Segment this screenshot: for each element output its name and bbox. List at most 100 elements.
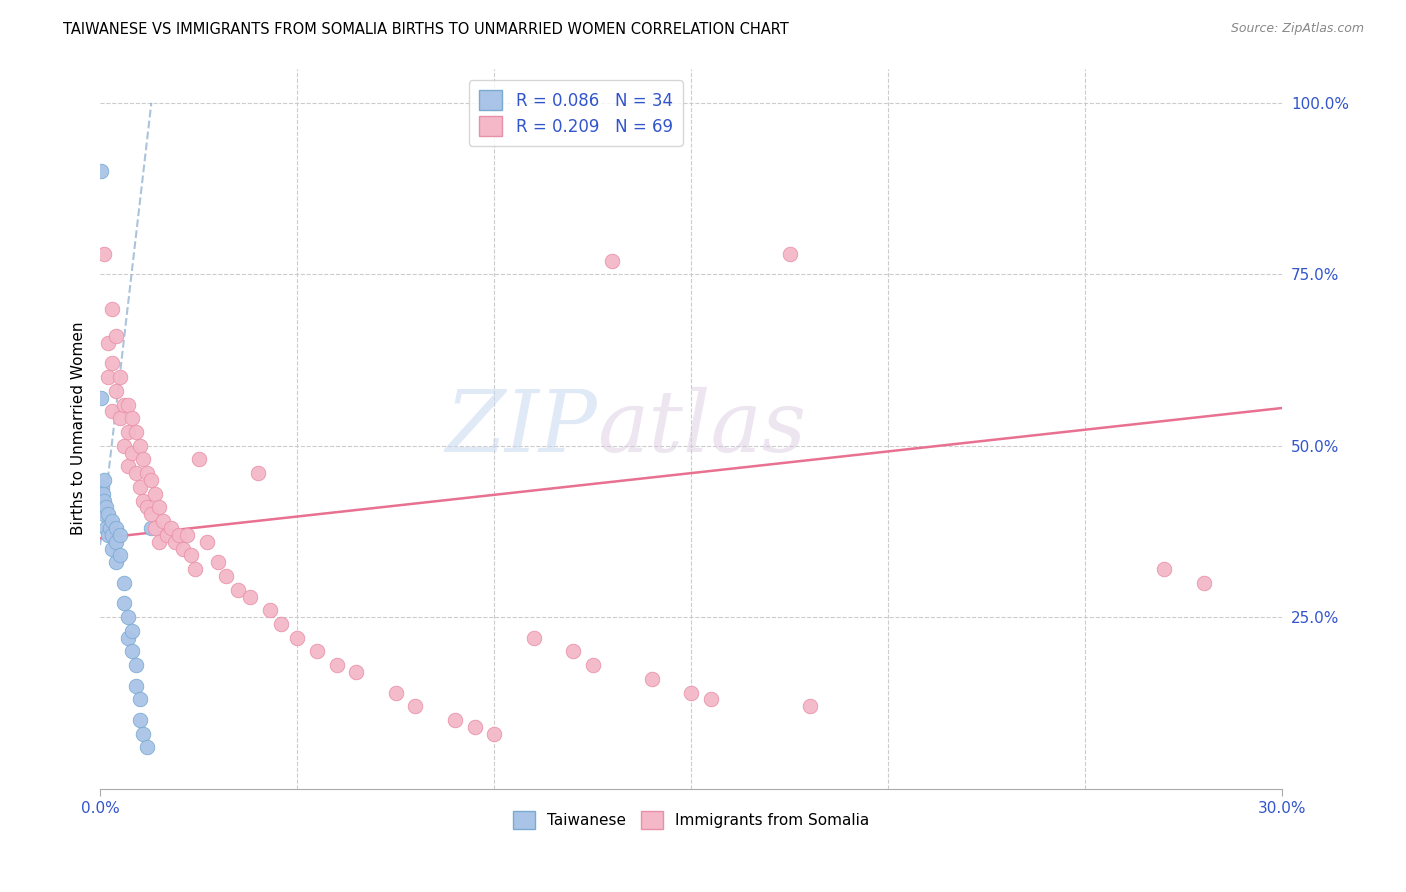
Point [94, 500, 117, 515]
Point [128, 692, 150, 706]
Point [700, 692, 723, 706]
Point [93, 246, 115, 260]
Point [98, 521, 121, 535]
Point [97, 507, 120, 521]
Point [180, 549, 202, 563]
Point [143, 521, 166, 535]
Point [97, 528, 120, 542]
Point [104, 384, 127, 398]
Point [172, 541, 194, 556]
Point [226, 582, 249, 597]
Text: ZIP: ZIP [444, 387, 596, 470]
Point [91, 486, 114, 500]
Point [207, 555, 229, 569]
Point [101, 514, 124, 528]
Point [121, 411, 143, 425]
Point [91, 493, 114, 508]
Point [464, 720, 486, 734]
Point [124, 425, 146, 439]
Point [108, 411, 131, 425]
Point [602, 253, 624, 268]
Point [112, 439, 135, 453]
Point [117, 398, 139, 412]
Point [799, 699, 821, 714]
Y-axis label: Births to Unmarried Women: Births to Unmarried Women [72, 322, 86, 535]
Point [562, 644, 585, 658]
Point [93, 493, 115, 508]
Point [582, 658, 605, 673]
Point [148, 500, 170, 515]
Point [97, 335, 120, 350]
Point [112, 575, 135, 590]
Point [404, 699, 426, 714]
Point [167, 528, 190, 542]
Point [108, 528, 131, 542]
Point [93, 507, 115, 521]
Point [101, 541, 124, 556]
Point [132, 726, 155, 740]
Point [136, 466, 159, 480]
Point [195, 534, 218, 549]
Point [128, 439, 150, 453]
Point [89, 391, 111, 405]
Point [1192, 575, 1215, 590]
Point [117, 610, 139, 624]
Point [325, 658, 347, 673]
Point [121, 445, 143, 459]
Point [91, 480, 114, 494]
Point [132, 493, 155, 508]
Point [94, 521, 117, 535]
Point [101, 301, 124, 316]
Point [128, 480, 150, 494]
Point [246, 466, 269, 480]
Point [117, 425, 139, 439]
Point [187, 452, 209, 467]
Point [117, 459, 139, 474]
Point [176, 528, 198, 542]
Point [156, 528, 179, 542]
Point [344, 665, 367, 679]
Point [215, 569, 238, 583]
Point [104, 329, 127, 343]
Point [681, 685, 703, 699]
Point [121, 644, 143, 658]
Point [97, 370, 120, 384]
Point [160, 521, 183, 535]
Point [112, 398, 135, 412]
Point [285, 631, 308, 645]
Point [121, 624, 143, 638]
Point [239, 590, 262, 604]
Point [141, 521, 163, 535]
Point [143, 486, 166, 500]
Point [101, 404, 124, 418]
Point [183, 562, 205, 576]
Point [112, 596, 135, 610]
Point [384, 685, 406, 699]
Point [132, 452, 155, 467]
Point [136, 740, 159, 755]
Point [641, 672, 664, 686]
Point [104, 555, 127, 569]
Point [124, 658, 146, 673]
Point [90, 164, 112, 178]
Point [152, 514, 174, 528]
Point [124, 679, 146, 693]
Point [136, 500, 159, 515]
Point [104, 534, 127, 549]
Point [128, 713, 150, 727]
Point [101, 356, 124, 370]
Point [108, 370, 131, 384]
Point [523, 631, 546, 645]
Point [259, 603, 281, 617]
Text: TAIWANESE VS IMMIGRANTS FROM SOMALIA BIRTHS TO UNMARRIED WOMEN CORRELATION CHART: TAIWANESE VS IMMIGRANTS FROM SOMALIA BIR… [63, 22, 789, 37]
Point [779, 246, 801, 260]
Point [270, 616, 292, 631]
Point [484, 726, 506, 740]
Point [117, 631, 139, 645]
Text: Source: ZipAtlas.com: Source: ZipAtlas.com [1230, 22, 1364, 36]
Point [101, 528, 124, 542]
Point [141, 473, 163, 487]
Point [1153, 562, 1175, 576]
Text: atlas: atlas [596, 387, 806, 470]
Point [108, 549, 131, 563]
